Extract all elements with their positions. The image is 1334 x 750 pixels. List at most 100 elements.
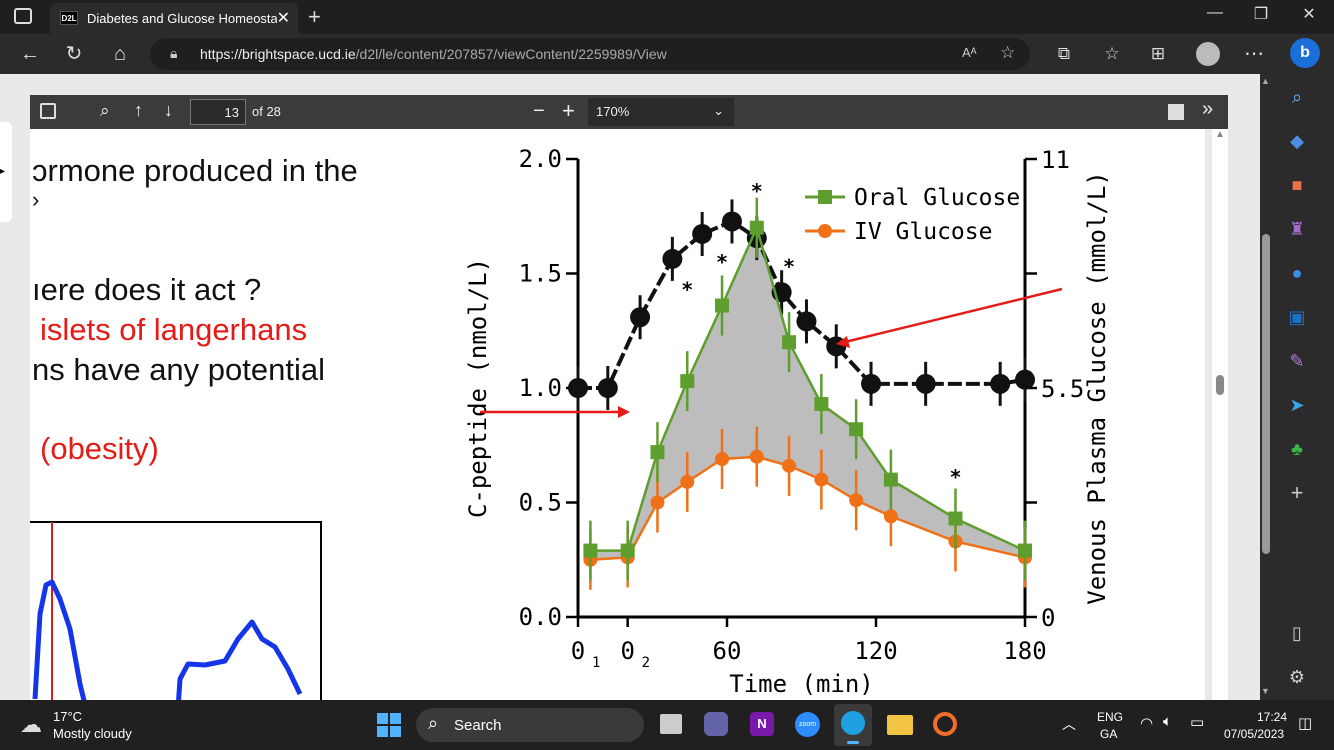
more-tools-icon[interactable]: »: [1202, 98, 1214, 120]
iv-point: [680, 474, 695, 489]
maximize-icon[interactable]: ❐: [1253, 6, 1269, 23]
page-scroll-down-icon[interactable]: ▼: [1261, 686, 1270, 696]
zoom-select[interactable]: 170% ⌄: [588, 98, 734, 126]
oral-point: [883, 472, 898, 487]
extensions-icon[interactable]: ⧉: [1057, 44, 1071, 63]
red-arrowhead: [836, 336, 850, 348]
address-bar[interactable]: 🔒︎ https://brightspace.ucd.ie/d2l/le/con…: [150, 38, 1030, 70]
find-icon[interactable]: ⌕: [100, 101, 110, 120]
oral-point: [715, 298, 730, 313]
home-icon[interactable]: ⌂: [113, 43, 127, 65]
legend-label: IV Glucose: [854, 219, 992, 245]
task-view-icon[interactable]: [660, 714, 682, 734]
tab-actions-icon[interactable]: [14, 8, 32, 24]
iv-point: [782, 458, 797, 473]
weather-icon[interactable]: ☁: [20, 712, 42, 737]
page-scroll-up-icon[interactable]: ▲: [1261, 76, 1270, 86]
search-box[interactable]: ⌕ Search: [416, 708, 644, 742]
legend-marker: [818, 224, 832, 238]
back-icon[interactable]: ←: [20, 43, 40, 65]
add-icon[interactable]: +: [1290, 480, 1304, 505]
iv-point: [650, 495, 665, 510]
glucose-point: [692, 223, 713, 244]
microsoft-365-icon[interactable]: ●: [1291, 263, 1303, 283]
favorites-icon[interactable]: ☆: [1104, 44, 1120, 63]
new-tab-icon[interactable]: +: [308, 4, 321, 29]
x-tick-label: 120: [854, 637, 897, 665]
collections-icon[interactable]: ⊞: [1150, 44, 1166, 63]
start-icon[interactable]: [377, 713, 401, 737]
lock-icon[interactable]: 🔒︎: [170, 45, 178, 61]
y-tick-label: 2.0: [519, 145, 562, 173]
battery-icon[interactable]: ▭: [1190, 714, 1205, 731]
wifi-icon[interactable]: ◠: [1140, 715, 1154, 732]
glucose-point: [568, 378, 588, 398]
oral-point: [1018, 543, 1032, 558]
onenote-icon[interactable]: N: [750, 712, 774, 736]
games-icon[interactable]: ♜: [1288, 219, 1306, 239]
x-tick-label: 0: [620, 637, 634, 665]
zoom-in-button[interactable]: +: [562, 98, 575, 123]
scrollbar-thumb[interactable]: [1216, 375, 1224, 395]
x-axis-label: Time (min): [729, 670, 874, 698]
bing-icon[interactable]: b: [1290, 38, 1320, 68]
chevron-down-icon: ⌄: [713, 103, 724, 118]
toc-icon[interactable]: [40, 103, 56, 119]
designer-icon[interactable]: ✎: [1289, 351, 1305, 371]
y2-tick-label: 11: [1041, 146, 1070, 174]
page-scrollbar-thumb[interactable]: [1262, 234, 1270, 554]
zoom-out-button[interactable]: −: [533, 100, 545, 122]
tools-icon[interactable]: ■: [1291, 175, 1303, 195]
scroll-up-icon[interactable]: ▲: [1215, 129, 1225, 140]
close-window-icon[interactable]: ✕: [1302, 6, 1316, 23]
y-tick-label: 1.5: [519, 260, 562, 288]
favorite-add-icon[interactable]: ☆: [1000, 43, 1016, 62]
glucose-point: [990, 373, 1011, 394]
edge-taskbar-icon[interactable]: [834, 704, 872, 746]
taskbar: ☁ 17°C Mostly cloudy ⌕ Search N zoom ︿ E…: [0, 700, 1334, 750]
volume-icon[interactable]: 🔈︎: [1163, 713, 1173, 730]
slide-text-line: (obesity): [40, 431, 159, 466]
oral-point: [948, 511, 963, 526]
outlook-icon[interactable]: ▣: [1288, 307, 1306, 327]
lang-line1[interactable]: ENG: [1097, 710, 1124, 724]
origin-icon[interactable]: [933, 712, 957, 736]
x-tick-label: 180: [1003, 637, 1046, 665]
next-page-icon[interactable]: ↓: [164, 100, 173, 120]
prev-page-icon[interactable]: ↑: [134, 100, 143, 120]
teams-chat-icon[interactable]: [704, 712, 728, 736]
pdf-viewer: ▸ ⌕ ↑ ↓ 13 of 28 − + 170% ⌄ » ɔrmone pro…: [0, 74, 1260, 700]
zoom-app-icon[interactable]: zoom: [795, 712, 820, 737]
clock-date[interactable]: 07/05/2023: [1224, 727, 1285, 741]
search-icon[interactable]: ⌕: [1291, 87, 1303, 107]
tab-active[interactable]: D2L Diabetes and Glucose Homeosta ✕: [50, 3, 298, 34]
send-icon[interactable]: ➤: [1289, 395, 1305, 415]
scrollbar-track[interactable]: ▲: [1212, 129, 1228, 700]
more-icon[interactable]: ⋯: [1244, 43, 1264, 65]
settings-icon[interactable]: ⚙: [1288, 667, 1306, 687]
page-number-input[interactable]: 13: [190, 99, 246, 125]
hide-sidebar-icon[interactable]: ▯: [1292, 623, 1302, 643]
page-view-icon[interactable]: [1168, 104, 1184, 120]
x-tick-label: 60: [713, 637, 742, 665]
glucose-point: [915, 373, 936, 394]
lang-line2[interactable]: GA: [1100, 727, 1118, 741]
shopping-tag-icon[interactable]: ◆: [1290, 131, 1304, 151]
iv-point: [849, 493, 864, 508]
read-aloud-icon[interactable]: Aᴬ: [962, 45, 977, 60]
refresh-icon[interactable]: ↻: [65, 43, 83, 65]
y-tick-label: 0.0: [519, 603, 562, 631]
file-explorer-icon[interactable]: [887, 715, 913, 735]
profile-avatar[interactable]: [1196, 42, 1220, 66]
minimize-icon[interactable]: —: [1207, 4, 1223, 21]
tray-chevron-icon[interactable]: ︿: [1062, 716, 1076, 732]
clock-time[interactable]: 17:24: [1257, 710, 1288, 724]
tree-icon[interactable]: ♣: [1291, 439, 1303, 459]
glucose-point: [721, 211, 742, 232]
sidebar-collapse-handle[interactable]: ▸: [0, 122, 12, 222]
oral-point: [849, 422, 864, 437]
tab-close-icon[interactable]: ✕: [276, 10, 290, 27]
notification-icon[interactable]: ◫: [1298, 715, 1313, 732]
small-plot-curve: [32, 579, 303, 700]
